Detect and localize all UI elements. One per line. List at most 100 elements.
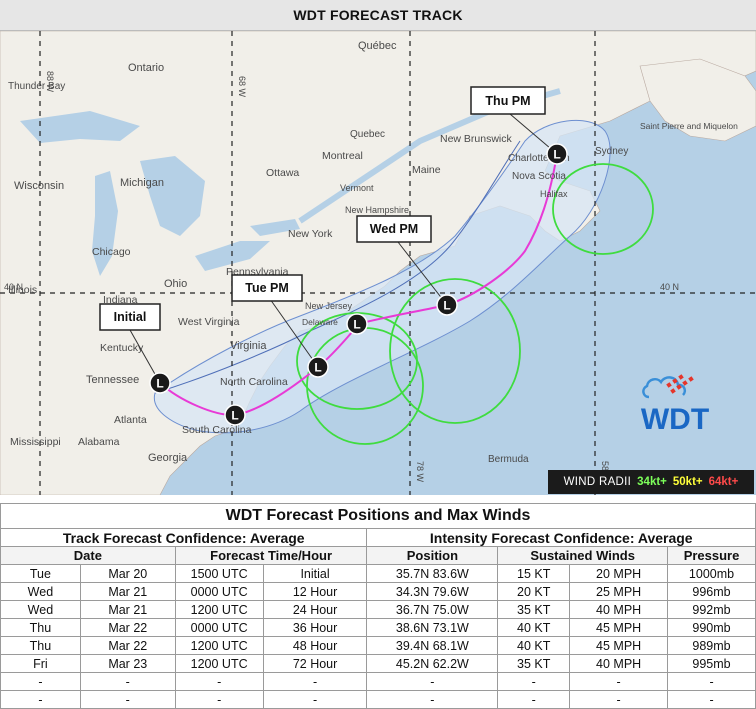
place-label: South Carolina [182, 424, 252, 436]
storm-center-marker[interactable]: L [149, 372, 171, 394]
place-label: Delaware [302, 317, 338, 327]
cell-utc-time: 0000 UTC [174, 618, 264, 637]
cell-date: Mar 20 [79, 564, 176, 583]
cell-position: 38.6N 73.1W [366, 618, 499, 637]
cell-position: 36.7N 75.0W [366, 600, 499, 619]
table-row: Fri Mar 23 1200 UTC 72 Hour 45.2N 62.2W 35 KT… [0, 654, 756, 673]
cell-position: 39.4N 68.1W [366, 636, 499, 655]
forecast-label-thu-pm[interactable]: Thu PM [470, 86, 546, 115]
forecast-table: WDT Forecast Positions and Max Winds Tra… [0, 503, 756, 709]
storm-center-marker[interactable]: L [224, 404, 246, 426]
cell-wind-kt: 15 KT [497, 564, 571, 583]
cell-day: Fri [0, 654, 81, 673]
cell-date: - [79, 690, 176, 709]
cell-date: Mar 22 [79, 618, 176, 637]
cell-wind-kt: 40 KT [497, 618, 571, 637]
cell-pressure: 996mb [667, 582, 756, 601]
column-header-forecast-time: Forecast Time/Hour [174, 546, 368, 565]
cell-pressure: 990mb [667, 618, 756, 637]
cell-forecast-hour: 12 Hour [262, 582, 368, 601]
wdt-logo-cloud-icon: WDT [641, 374, 709, 436]
cell-day: - [0, 672, 81, 691]
cell-position: 35.7N 83.6W [366, 564, 499, 583]
cell-pressure: - [667, 690, 756, 709]
cell-pressure: - [667, 672, 756, 691]
cell-wind-mph: 25 MPH [569, 582, 669, 601]
table-row: Thu Mar 22 0000 UTC 36 Hour 38.6N 73.1W 40 KT… [0, 618, 756, 637]
place-label: Wisconsin [14, 180, 64, 192]
storm-centers: L L L L L L [149, 143, 568, 426]
table-body: Tue Mar 20 1500 UTC Initial 35.7N 83.6W 15 KT… [0, 564, 756, 709]
grid-label-68w-top: 68 W [237, 76, 247, 98]
place-label: New Hampshire [345, 205, 409, 215]
track-confidence: Track Forecast Confidence: Average [0, 528, 368, 547]
svg-text:Initial: Initial [114, 310, 147, 324]
confidence-row: Track Forecast Confidence: Average Inten… [0, 528, 756, 547]
column-header-pressure: Pressure [667, 546, 756, 565]
place-label: Ontario [128, 62, 164, 74]
cell-day: Wed [0, 582, 81, 601]
place-label: Sydney [595, 146, 628, 157]
intensity-confidence: Intensity Forecast Confidence: Average [366, 528, 756, 547]
svg-text:Thu PM: Thu PM [485, 94, 530, 108]
place-label: Kentucky [100, 342, 144, 354]
cell-utc-time: 0000 UTC [174, 582, 264, 601]
cell-wind-mph: 40 MPH [569, 600, 669, 619]
cell-wind-kt: 20 KT [497, 582, 571, 601]
cell-date: Mar 21 [79, 582, 176, 601]
forecast-label-tue-pm[interactable]: Tue PM [231, 274, 303, 302]
cell-utc-time: 1200 UTC [174, 654, 264, 673]
svg-text:L: L [353, 318, 360, 332]
place-label: New Jersey [305, 301, 353, 311]
cell-forecast-hour: Initial [262, 564, 368, 583]
storm-center-marker[interactable]: L [546, 143, 568, 165]
svg-text:Tue PM: Tue PM [245, 281, 289, 295]
grid-label-40n-right: 40 N [660, 282, 679, 292]
newfoundland-land [639, 58, 756, 142]
grid-label-78w: 78 W [415, 461, 425, 483]
wind-radii-34kt [296, 163, 654, 445]
legend-50kt: 50kt+ [672, 476, 703, 488]
cell-utc-time: 1200 UTC [174, 636, 264, 655]
forecast-label-initial[interactable]: Initial [99, 303, 161, 331]
svg-text:L: L [314, 361, 321, 375]
svg-text:Wed PM: Wed PM [370, 222, 418, 236]
place-label: Alabama [78, 436, 120, 448]
column-header-date: Date [0, 546, 176, 565]
table-row: -------- [0, 672, 756, 691]
place-label: Ottawa [266, 167, 299, 179]
svg-text:WDT: WDT [641, 403, 709, 436]
cell-date: Mar 21 [79, 600, 176, 619]
place-label: Halifax [540, 189, 568, 199]
wind-radii-legend: WIND RADII 34kt+ 50kt+ 64kt+ [548, 470, 754, 494]
table-title-row: WDT Forecast Positions and Max Winds [0, 503, 756, 529]
forecast-label-wed-pm[interactable]: Wed PM [356, 215, 432, 243]
grid-label-88w: 88 W [45, 71, 55, 93]
column-header-sustained-winds: Sustained Winds [497, 546, 669, 565]
cell-day: - [0, 690, 81, 709]
place-label: Charlottetown [508, 153, 570, 164]
place-label: Nova Scotia [512, 171, 566, 182]
forecast-track-map[interactable]: 40 N 40 N 88 W 68 W 78 W 58 W Ontario Qu… [0, 31, 756, 495]
svg-text:L: L [156, 377, 163, 391]
column-header-row: Date Forecast Time/Hour Position Sustain… [0, 546, 756, 565]
table-row: Wed Mar 21 0000 UTC 12 Hour 34.3N 79.6W 20 KT… [0, 582, 756, 601]
place-label: Chicago [92, 246, 131, 258]
place-label: West Virginia [178, 316, 240, 328]
cell-wind-mph: - [569, 672, 669, 691]
cell-utc-time: - [174, 672, 264, 691]
place-label: Vermont [340, 183, 374, 193]
storm-center-marker[interactable]: L [346, 313, 368, 335]
place-label: Bermuda [488, 454, 529, 465]
storm-center-marker[interactable]: L [307, 356, 329, 378]
cell-utc-time: - [174, 690, 264, 709]
place-label: Mississippi [10, 436, 61, 448]
map-title-bar: WDT FORECAST TRACK [0, 0, 756, 31]
cell-wind-kt: 35 KT [497, 600, 571, 619]
cell-utc-time: 1200 UTC [174, 600, 264, 619]
place-label: North Carolina [220, 376, 288, 388]
cell-pressure: 989mb [667, 636, 756, 655]
forecast-cone [153, 119, 611, 434]
table-row: Wed Mar 21 1200 UTC 24 Hour 36.7N 75.0W 35 KT… [0, 600, 756, 619]
storm-center-marker[interactable]: L [436, 294, 458, 316]
